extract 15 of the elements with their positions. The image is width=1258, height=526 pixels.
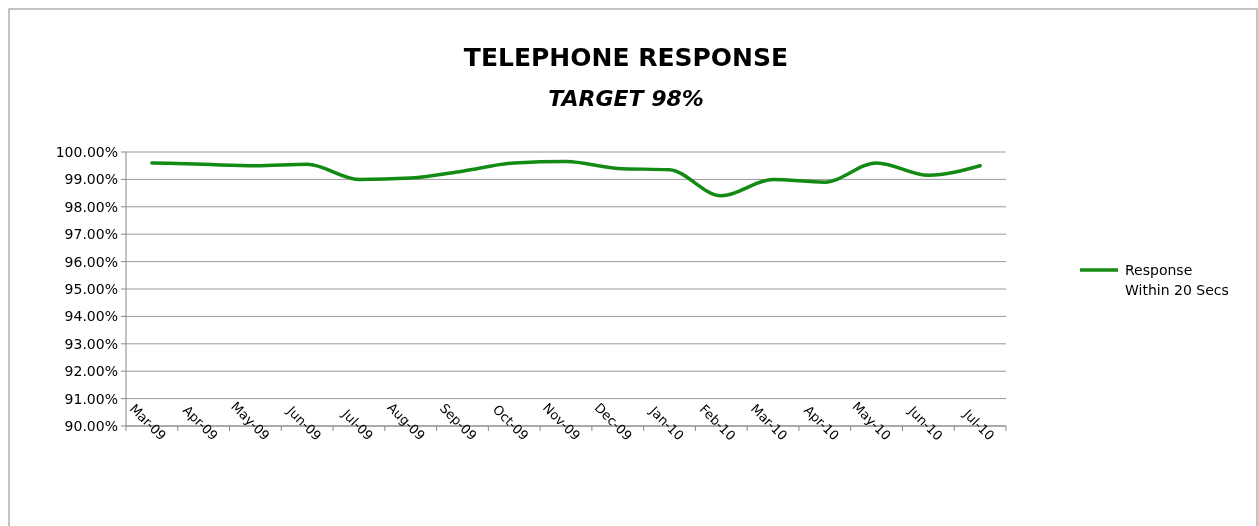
y-tick-label: 90.00%	[64, 417, 118, 434]
y-tick-label: 96.00%	[64, 253, 118, 270]
y-tick-label: 94.00%	[64, 308, 118, 325]
chart-subtitle: TARGET 98%	[548, 86, 704, 111]
y-tick-label: 98.00%	[64, 198, 118, 215]
y-tick-label: 93.00%	[64, 335, 118, 352]
y-tick-label: 95.00%	[64, 280, 118, 297]
legend-label: Response Within 20 Secs	[1125, 261, 1229, 298]
y-tick-label: 99.00%	[64, 171, 118, 188]
y-tick-label: 100.00%	[55, 143, 118, 160]
y-tick-label: 97.00%	[64, 226, 118, 243]
chart-title: TELEPHONE RESPONSE	[463, 43, 789, 72]
line-series	[150, 159, 982, 198]
y-tick-label: 91.00%	[64, 390, 118, 407]
y-tick-label: 92.00%	[64, 363, 118, 380]
